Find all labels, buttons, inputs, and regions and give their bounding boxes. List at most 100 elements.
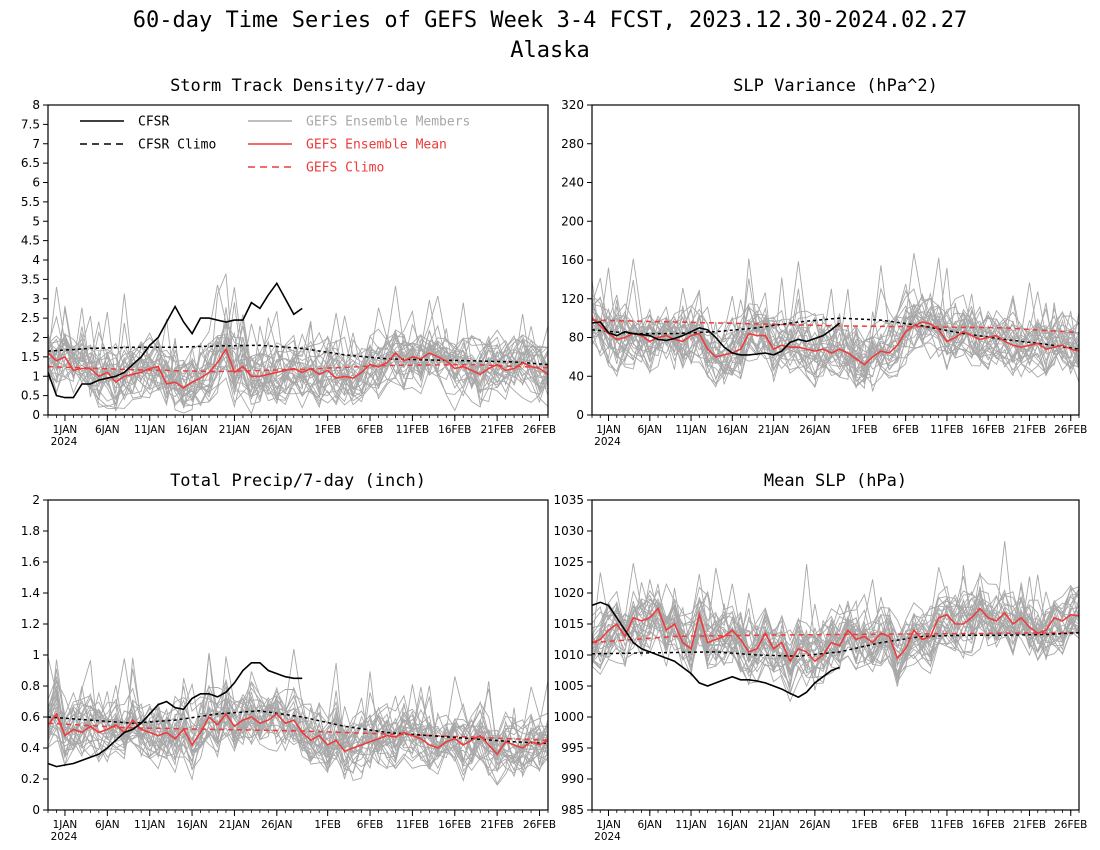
x-tick-label: 26FEB xyxy=(1054,819,1087,831)
series-gefs-ensemble-mean xyxy=(48,712,548,756)
ensemble-member-line xyxy=(592,290,1079,377)
x-tick-label: 1JAN xyxy=(53,819,78,831)
x-tick-label: 26JAN xyxy=(799,819,830,831)
series-cfsr-climo xyxy=(48,710,548,745)
y-tick-label: 0 xyxy=(576,408,584,422)
x-tick-label: 6FEB xyxy=(357,819,384,831)
y-tick-label: 995 xyxy=(561,741,584,755)
x-year-label: 2024 xyxy=(51,436,78,448)
panel-title: Total Precip/7-day (inch) xyxy=(170,471,426,491)
x-tick-label: 21JAN xyxy=(219,424,250,436)
chart-panels: Storm Track Density/7-day 0 0.5 1 1.5 2 2.5 3 3.… xyxy=(21,76,1087,843)
y-tick-label: 40 xyxy=(569,369,584,383)
ensemble-member-line xyxy=(592,277,1079,390)
series-gefs-climo xyxy=(48,722,548,742)
y-tick-label: 0.2 xyxy=(21,772,40,786)
x-tick-label: 11JAN xyxy=(675,819,706,831)
x-tick-label: 21JAN xyxy=(758,424,789,436)
y-tick-label: 120 xyxy=(561,292,584,306)
x-tick-label: 11FEB xyxy=(396,819,429,831)
series-cfsr xyxy=(592,601,840,699)
x-tick-label: 1FEB xyxy=(851,424,878,436)
y-tick-label: 985 xyxy=(561,803,584,817)
series-gefs-ensemble-mean xyxy=(592,606,1079,663)
y-tick-label: 200 xyxy=(561,214,584,228)
ensemble-member-line xyxy=(48,686,548,772)
x-tick-label: 16JAN xyxy=(717,424,748,436)
series-lines xyxy=(592,317,1079,366)
x-tick-label: 16FEB xyxy=(972,424,1005,436)
x-tick-label: 6JAN xyxy=(637,424,662,436)
y-tick-label: 4.5 xyxy=(21,234,40,248)
series-lines xyxy=(48,661,548,768)
x-tick-label: 16FEB xyxy=(438,424,471,436)
plot-frame xyxy=(47,499,549,811)
y-tick-label: 1015 xyxy=(553,617,584,631)
x-tick-label: 21FEB xyxy=(1013,424,1046,436)
series-cfsr-climo xyxy=(592,631,1079,657)
y-tick-label: 160 xyxy=(561,253,584,267)
series-lines xyxy=(48,281,548,399)
y-tick-label: 990 xyxy=(561,772,584,786)
series-gefs-ensemble-mean xyxy=(48,347,548,389)
ensemble-member-line xyxy=(592,567,1079,664)
y-tick-label: 0.5 xyxy=(21,389,40,403)
y-tick-label: 5 xyxy=(32,214,40,228)
x-tick-label: 11JAN xyxy=(675,424,706,436)
y-tick-label: 4 xyxy=(32,253,40,267)
x-tick-label: 16JAN xyxy=(176,819,207,831)
ensemble-member-line xyxy=(592,563,1079,672)
legend-label-gefs-climo: GEFS Climo xyxy=(306,161,384,176)
ensemble-member-line xyxy=(48,311,548,406)
x-tick-label: 11FEB xyxy=(930,424,963,436)
x-tick-label: 16JAN xyxy=(717,819,748,831)
y-tick-label: 0.8 xyxy=(21,679,40,693)
ensemble-member-line xyxy=(48,652,548,771)
x-year-label: 2024 xyxy=(594,436,621,448)
y-tick-label: 1020 xyxy=(553,586,584,600)
legend-label-members: GEFS Ensemble Members xyxy=(306,115,470,130)
x-tick-label: 1FEB xyxy=(314,819,341,831)
series-cfsr xyxy=(592,321,841,356)
legend-label-cfsr-climo: CFSR Climo xyxy=(138,138,216,153)
x-year-label: 2024 xyxy=(594,831,621,843)
y-tick-label: 1025 xyxy=(553,555,584,569)
y-tick-label: 240 xyxy=(561,176,584,190)
ensemble-member-line xyxy=(48,690,548,761)
y-tick-label: 1.8 xyxy=(21,524,40,538)
panel-title: Storm Track Density/7-day xyxy=(170,76,426,96)
figure-title: 60-day Time Series of GEFS Week 3-4 FCST… xyxy=(133,8,967,33)
series-cfsr xyxy=(48,661,303,768)
ensemble-member-line xyxy=(592,541,1079,694)
x-tick-label: 21JAN xyxy=(219,819,250,831)
y-tick-label: 8 xyxy=(32,98,40,112)
x-tick-label: 1FEB xyxy=(314,424,341,436)
x-tick-label: 1JAN xyxy=(596,424,621,436)
y-tick-label: 3 xyxy=(32,292,40,306)
series-gefs-climo xyxy=(592,319,1079,334)
x-tick-label: 16FEB xyxy=(972,819,1005,831)
series-gefs-climo xyxy=(592,631,1079,644)
y-tick-label: 80 xyxy=(569,331,584,345)
x-tick-label: 26JAN xyxy=(799,424,830,436)
y-tick-label: 2.5 xyxy=(21,311,40,325)
panel-title: SLP Variance (hPa^2) xyxy=(733,76,938,96)
chart-panel-1: Storm Track Density/7-day 0 0.5 1 1.5 2 2.5 3 3.… xyxy=(21,76,556,448)
y-tick-label: 1.2 xyxy=(21,617,40,631)
x-tick-label: 21FEB xyxy=(481,819,514,831)
y-tick-label: 1000 xyxy=(553,710,584,724)
chart-panel-2: SLP Variance (hPa^2) 0 40 80 120 160 200 240 280… xyxy=(561,76,1087,448)
x-tick-label: 16FEB xyxy=(438,819,471,831)
ensemble-member-line xyxy=(592,253,1079,364)
ensemble-member-line xyxy=(48,284,548,397)
x-tick-label: 6JAN xyxy=(95,424,120,436)
ensemble-member-line xyxy=(48,321,548,397)
y-tick-label: 1005 xyxy=(553,679,584,693)
ensemble-member-line xyxy=(48,317,548,402)
x-tick-label: 26FEB xyxy=(523,424,556,436)
ensemble-member-line xyxy=(592,586,1079,696)
y-tick-label: 7.5 xyxy=(21,117,40,131)
ensemble-member-line xyxy=(48,668,548,773)
x-tick-label: 6FEB xyxy=(892,819,919,831)
